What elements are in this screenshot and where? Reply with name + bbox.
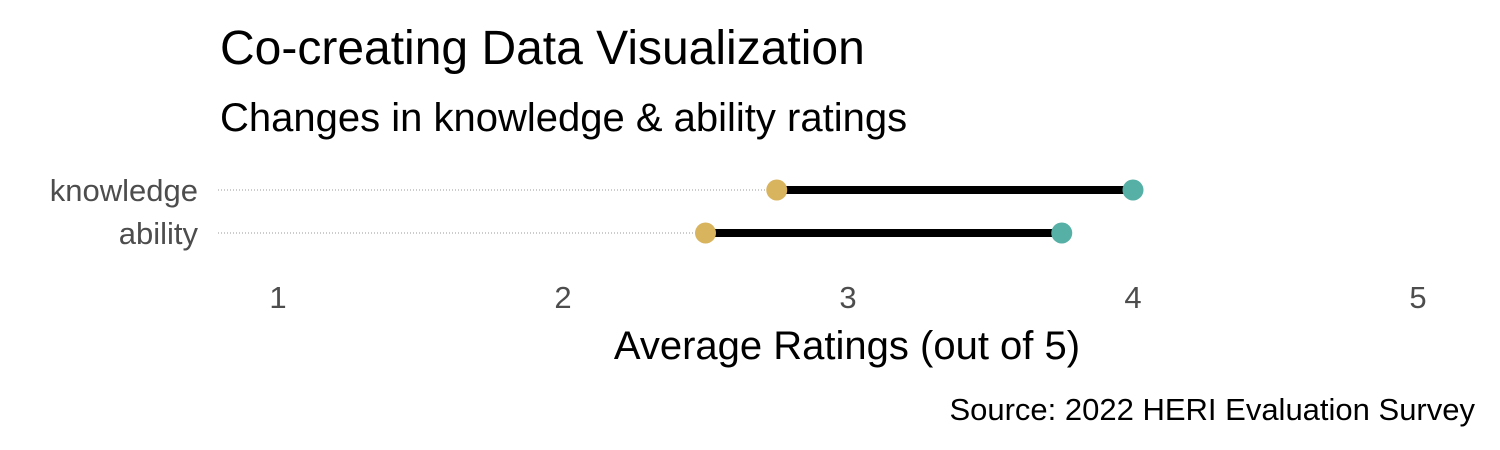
end-point-knowledge (1122, 179, 1144, 201)
x-tick-label: 2 (554, 280, 571, 315)
x-tick-label: 1 (269, 280, 286, 315)
category-label-ability: ability (119, 216, 199, 251)
category-label-knowledge: knowledge (50, 173, 198, 208)
x-axis-label: Average Ratings (out of 5) (614, 324, 1080, 368)
end-point-ability (1051, 222, 1073, 244)
x-tick-label: 3 (839, 280, 856, 315)
plot-area: knowledge ability (50, 173, 1144, 251)
x-tick-label: 4 (1124, 280, 1141, 315)
x-axis-ticks: 1 2 3 4 5 (269, 280, 1426, 315)
chart-title: Co-creating Data Visualization (220, 22, 865, 75)
start-point-ability (695, 222, 716, 244)
chart-caption: Source: 2022 HERI Evaluation Survey (949, 392, 1475, 427)
start-point-knowledge (766, 179, 788, 201)
x-tick-label: 5 (1409, 280, 1426, 315)
chart-subtitle: Changes in knowledge & ability ratings (220, 96, 907, 140)
